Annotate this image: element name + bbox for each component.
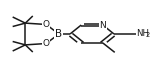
Text: NH: NH — [136, 29, 149, 38]
Text: 2: 2 — [146, 32, 150, 38]
Text: N: N — [99, 21, 106, 30]
Text: O: O — [43, 20, 50, 29]
Text: B: B — [55, 29, 62, 39]
Text: O: O — [43, 39, 50, 48]
